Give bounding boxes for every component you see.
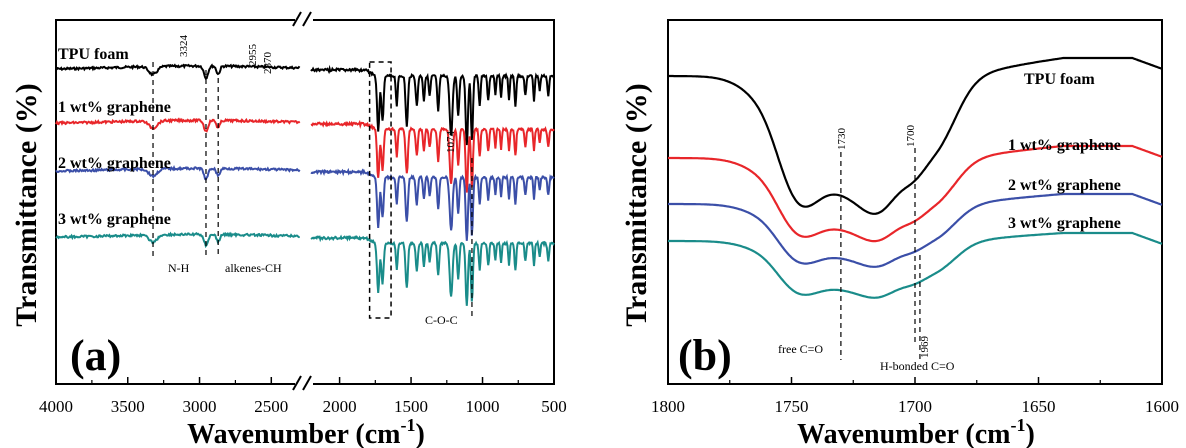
panel-a-series-label-1wt: 1 wt% graphene [58, 99, 171, 116]
panel-a-tick-label-1000: 1000 [466, 397, 500, 416]
group-label-h-bonded-co: H-bonded C=O [880, 359, 955, 373]
peak-label-1700: 1700 [905, 125, 917, 148]
axis-break-bottom [292, 375, 313, 392]
group-label-coc: C-O-C [425, 313, 458, 327]
panel-a-y-axis-label: Transmittance (%) [10, 83, 43, 327]
panel-b-series-label-1wt: 1 wt% graphene [1008, 137, 1121, 154]
peak-label-1074: 1074 [445, 131, 457, 154]
panel-b-tick-label-1650: 1650 [1022, 397, 1056, 416]
panel-a-tick-label-3000: 3000 [183, 397, 217, 416]
panel-a: 4000 3500 3000 2500 2000 1500 1000 500 TPU foam… [10, 11, 567, 448]
panel-a-tick-label-2500: 2500 [254, 397, 288, 416]
panel-a-curves [55, 63, 555, 306]
panel-a-series-line-1-left [55, 117, 301, 133]
panel-b-tick-label-1800: 1800 [651, 397, 685, 416]
panel-b: 1800 1750 1700 1650 1600 TPU foam 1 wt% grap… [620, 19, 1179, 448]
group-label-nh: N-H [168, 261, 190, 275]
axis-break-top [292, 11, 313, 28]
panel-b-series-label-tpu: TPU foam [1024, 71, 1095, 88]
panel-b-series-line-0 [668, 56, 1163, 215]
panel-b-y-axis-label: Transmittance (%) [620, 83, 653, 327]
group-label-alkenes-ch: alkenes-CH [225, 261, 282, 275]
panel-b-series-label-2wt: 2 wt% graphene [1008, 177, 1121, 194]
panel-a-series-line-1-right [310, 119, 555, 193]
panel-a-tick-label-1500: 1500 [394, 397, 428, 416]
peak-label-1969: 1969 [919, 336, 931, 359]
panel-a-tick-label-2000: 2000 [323, 397, 357, 416]
panel-a-letter: (a) [70, 331, 121, 380]
panel-b-letter: (b) [678, 331, 732, 380]
panel-a-series-line-0-left [55, 63, 301, 80]
panel-a-series-line-3-left [55, 231, 300, 249]
panel-a-x-axis-label: Wavenumber (cm-1) [187, 415, 425, 448]
panel-b-series-label-3wt: 3 wt% graphene [1008, 215, 1121, 232]
panel-a-series-line-2-right [310, 167, 555, 241]
panel-a-series-line-3-right [310, 234, 555, 306]
panel-a-series-label-3wt: 3 wt% graphene [58, 211, 171, 228]
panel-a-series-line-0-right [310, 64, 555, 146]
panel-b-reference-lines [840, 148, 921, 360]
panel-a-tick-label-4000: 4000 [39, 397, 73, 416]
peak-label-3324: 3324 [178, 35, 190, 58]
panel-a-series-label-tpu: TPU foam [58, 46, 129, 63]
panel-a-tick-label-3500: 3500 [111, 397, 145, 416]
peak-label-2870: 2870 [262, 52, 274, 75]
group-label-free-co: free C=O [778, 342, 823, 356]
panel-a-series-line-2-left [55, 164, 301, 182]
panel-b-tick-label-1700: 1700 [898, 397, 932, 416]
carbonyl-highlight-box [368, 61, 392, 319]
panel-b-tick-label-1750: 1750 [775, 397, 809, 416]
peak-label-2955: 2955 [247, 44, 259, 67]
panel-a-x-ticks: 4000 3500 3000 2500 2000 1500 1000 500 [39, 377, 567, 416]
panel-b-tick-label-1600: 1600 [1145, 397, 1179, 416]
panel-a-tick-label-500: 500 [541, 397, 567, 416]
panel-a-reference-lines [152, 62, 473, 318]
peak-label-1730: 1730 [836, 128, 848, 151]
panel-b-x-ticks: 1800 1750 1700 1650 1600 [651, 377, 1179, 416]
panel-b-x-axis-label: Wavenumber (cm-1) [797, 415, 1035, 448]
panel-a-series-label-2wt: 2 wt% graphene [58, 155, 171, 172]
